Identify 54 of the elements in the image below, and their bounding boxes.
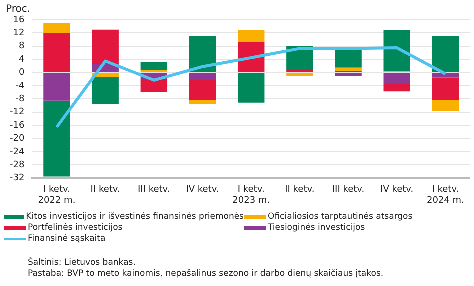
x-tick-label: II ketv.: [90, 185, 120, 196]
y-tick-label: -20: [10, 134, 25, 144]
bar: [189, 73, 216, 80]
bar: [335, 68, 362, 72]
y-tick-label: 0: [18, 68, 25, 78]
bar: [189, 36, 216, 72]
y-tick-label: -24: [10, 147, 25, 158]
bar: [384, 84, 410, 92]
x-tick-label: I ketv. 2022 m.: [38, 185, 76, 206]
bar: [92, 77, 119, 104]
bar: [335, 73, 362, 76]
bar: [44, 100, 70, 177]
bar: [238, 30, 265, 42]
bar: [238, 73, 265, 103]
bar: [189, 80, 216, 100]
y-tick-label: 12: [13, 28, 25, 39]
y-tick-label: -28: [10, 160, 25, 171]
bar: [432, 78, 460, 100]
bar: [384, 30, 410, 72]
legend-label: Tiesioginės investicijos: [268, 223, 366, 233]
y-tick-label: 8: [18, 42, 25, 52]
bar: [432, 36, 460, 72]
x-tick-label: I ketv. 2023 m.: [232, 185, 270, 206]
y-tick-label: -4: [16, 81, 25, 92]
bar: [92, 30, 119, 65]
legend-label: Portfelinės investicijos: [28, 223, 123, 233]
y-tick-label: -12: [10, 108, 25, 118]
y-tick-label: -32: [10, 174, 25, 184]
bar: [432, 73, 460, 78]
bar: [140, 79, 168, 92]
x-tick-label: III ketv.: [332, 185, 365, 196]
text: Šaltinis: Lietuvos bankas.: [28, 258, 137, 269]
legend-label: Kitos investicijos ir išvestinės finansinės priemonės: [26, 212, 244, 222]
bar: [384, 73, 410, 84]
bar: [432, 100, 460, 112]
x-tick-label: IV ketv.: [186, 185, 220, 196]
x-tick-label: IV ketv.: [380, 185, 414, 196]
bar: [44, 23, 70, 34]
bar: [44, 33, 70, 72]
bar: [189, 100, 216, 104]
bar: [286, 73, 314, 76]
legend-label: Oficialiosios tarptautinės atsargos: [268, 212, 413, 222]
legend-label: Finansinė sąskaita: [28, 234, 106, 244]
y-tick-label: -16: [10, 120, 25, 131]
bar: [44, 73, 70, 101]
y-tick-label: -8: [16, 94, 25, 105]
x-tick-label: II ketv.: [285, 185, 315, 196]
bar: [140, 62, 168, 70]
x-tick-label: III ketv.: [138, 185, 170, 196]
x-tick-label: I ketv. 2024 m.: [427, 185, 464, 206]
y-tick-label: 4: [18, 54, 25, 65]
y-tick-label: 16: [13, 15, 25, 26]
y-axis-title: Proc.: [6, 4, 31, 15]
text: Pastaba: BVP to meto kainomis, nepašalinus sezono ir darbo dienų skaičiaus įtakos.: [28, 269, 385, 280]
